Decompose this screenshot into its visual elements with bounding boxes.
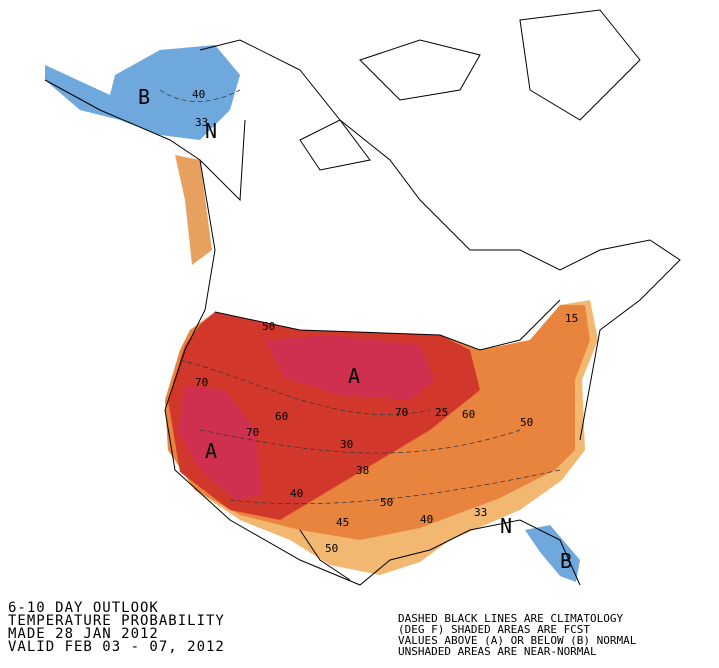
- coastline: [44, 39, 681, 586]
- legend-line: (DEG F) SHADED AREAS ARE FCST: [398, 623, 590, 636]
- below-label: B: [138, 85, 150, 109]
- below-label: B: [560, 549, 572, 573]
- contour-label: 45: [336, 516, 349, 529]
- above-label: A: [348, 364, 360, 388]
- title: 6-10 DAY OUTLOOK: [8, 600, 159, 616]
- contour-label: 60: [462, 408, 475, 421]
- below-florida: [525, 525, 580, 582]
- normal-label: N: [500, 514, 512, 538]
- contour-label: 15: [565, 312, 578, 325]
- legend-line: DASHED BLACK LINES ARE CLIMATOLOGY: [398, 612, 624, 625]
- border: [199, 119, 561, 581]
- contour-label: 70: [195, 376, 208, 389]
- contour-label: 30: [340, 438, 353, 451]
- contour-label: 50: [520, 416, 533, 429]
- contour-label: 25: [435, 406, 448, 419]
- contour-label: 70: [246, 426, 259, 439]
- arctic-islands: [299, 9, 641, 171]
- contour-label: 33: [474, 506, 487, 519]
- normal-label: N: [205, 119, 217, 143]
- contour-label: 60: [275, 410, 288, 423]
- above-coast: [175, 155, 212, 265]
- contour-label: 38: [356, 464, 369, 477]
- climatology: [159, 89, 561, 505]
- contour-label: 40: [420, 513, 433, 526]
- contour-label: 50: [262, 320, 275, 333]
- contour-label: 40: [192, 88, 205, 101]
- title: TEMPERATURE PROBABILITY: [8, 613, 225, 629]
- contour-label: 50: [325, 542, 338, 555]
- above-label: A: [205, 439, 217, 463]
- legend-line: UNSHADED AREAS ARE NEAR-NORMAL: [398, 645, 597, 658]
- contour-label: 33: [195, 116, 208, 129]
- contour-label: 40: [290, 487, 303, 500]
- legend-line: VALUES ABOVE (A) OR BELOW (B) NORMAL: [398, 634, 637, 647]
- made-date: MADE 28 JAN 2012: [8, 626, 159, 642]
- valid-date: VALID FEB 03 - 07, 2012: [8, 639, 225, 655]
- contour-label: 50: [380, 496, 393, 509]
- below-alaska: [45, 45, 240, 140]
- above-highest: [178, 335, 435, 500]
- contour-label: 70: [395, 406, 408, 419]
